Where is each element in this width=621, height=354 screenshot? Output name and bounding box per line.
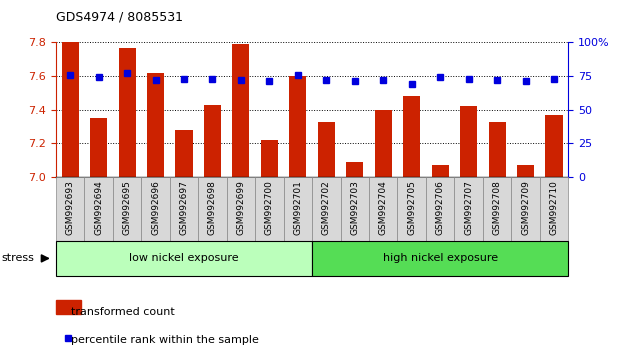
Bar — [176, 130, 193, 177]
Text: GSM992693: GSM992693 — [66, 180, 75, 235]
Bar — [340, 177, 369, 241]
Bar — [119, 47, 135, 177]
Text: high nickel exposure: high nickel exposure — [383, 253, 497, 263]
Bar — [489, 121, 505, 177]
Bar — [113, 177, 142, 241]
Text: GSM992698: GSM992698 — [208, 180, 217, 235]
Bar — [455, 177, 483, 241]
Bar — [347, 162, 363, 177]
Bar — [312, 177, 340, 241]
Bar — [517, 165, 534, 177]
Text: GSM992710: GSM992710 — [550, 180, 558, 235]
Bar — [369, 177, 397, 241]
Text: low nickel exposure: low nickel exposure — [129, 253, 239, 263]
Text: GSM992694: GSM992694 — [94, 180, 103, 235]
Text: GSM992695: GSM992695 — [122, 180, 132, 235]
Text: transformed count: transformed count — [71, 307, 175, 316]
Bar — [374, 110, 392, 177]
Bar — [227, 177, 255, 241]
Bar — [483, 177, 511, 241]
Text: GSM992702: GSM992702 — [322, 180, 331, 235]
Text: percentile rank within the sample: percentile rank within the sample — [71, 335, 260, 345]
Bar — [84, 177, 113, 241]
Bar — [318, 121, 335, 177]
Bar — [232, 44, 250, 177]
Text: GSM992705: GSM992705 — [407, 180, 416, 235]
Bar — [204, 105, 221, 177]
Bar — [397, 177, 426, 241]
Bar — [284, 177, 312, 241]
Bar — [170, 177, 198, 241]
Bar — [90, 118, 107, 177]
Bar — [198, 177, 227, 241]
Bar — [312, 241, 568, 276]
Bar — [56, 300, 81, 314]
Text: GSM992699: GSM992699 — [237, 180, 245, 235]
Bar — [261, 140, 278, 177]
Text: GSM992707: GSM992707 — [464, 180, 473, 235]
Bar — [460, 107, 477, 177]
Text: stress: stress — [2, 253, 35, 263]
Bar — [255, 177, 284, 241]
Text: GSM992696: GSM992696 — [151, 180, 160, 235]
Bar — [545, 115, 563, 177]
Text: GSM992708: GSM992708 — [492, 180, 502, 235]
Text: GSM992704: GSM992704 — [379, 180, 388, 235]
Text: GSM992709: GSM992709 — [521, 180, 530, 235]
Bar — [142, 177, 170, 241]
Bar — [426, 177, 455, 241]
Bar — [56, 177, 84, 241]
Bar — [511, 177, 540, 241]
Text: GSM992706: GSM992706 — [436, 180, 445, 235]
Text: GSM992700: GSM992700 — [265, 180, 274, 235]
Bar — [289, 76, 306, 177]
Bar — [56, 241, 312, 276]
Bar — [61, 42, 79, 177]
Bar — [147, 73, 164, 177]
Bar — [540, 177, 568, 241]
Bar — [432, 165, 448, 177]
Text: GSM992701: GSM992701 — [293, 180, 302, 235]
Text: GSM992697: GSM992697 — [179, 180, 188, 235]
Text: GDS4974 / 8085531: GDS4974 / 8085531 — [56, 11, 183, 24]
Text: GSM992703: GSM992703 — [350, 180, 359, 235]
Bar — [403, 96, 420, 177]
